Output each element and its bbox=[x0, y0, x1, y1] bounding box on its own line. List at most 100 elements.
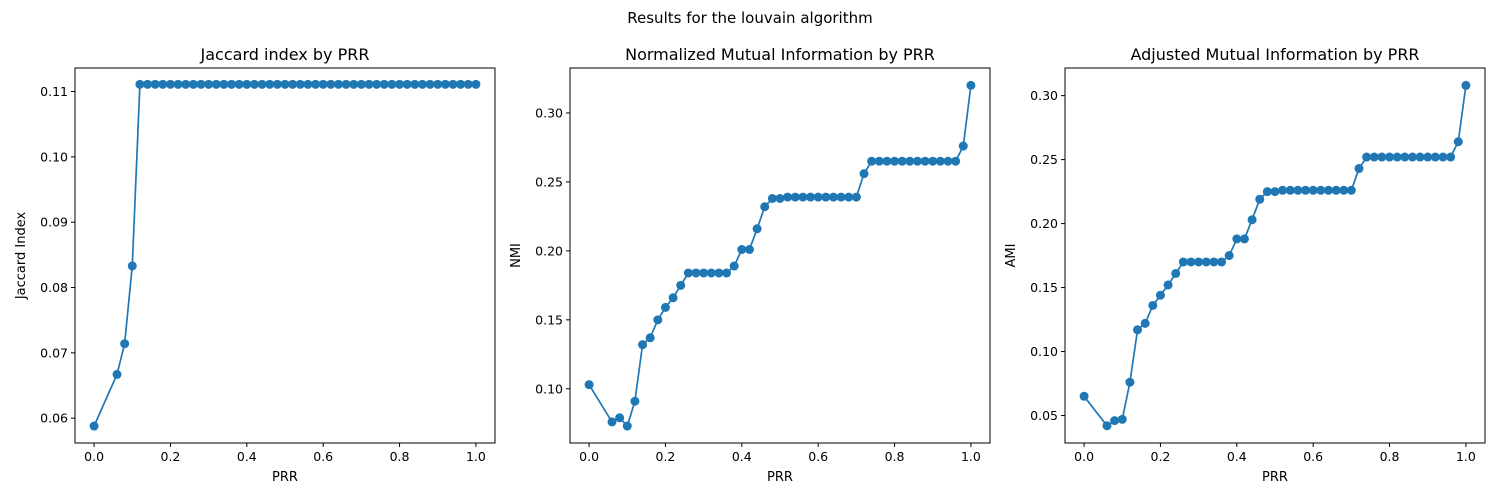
ami-x-tick-label: 1.0 bbox=[1456, 449, 1476, 464]
jaccard-data-point bbox=[127, 261, 137, 271]
nmi-data-point bbox=[699, 268, 709, 278]
nmi-y-tick-label: 0.10 bbox=[535, 381, 563, 396]
nmi-data-point bbox=[615, 413, 625, 423]
ami-data-point bbox=[1453, 137, 1463, 147]
jaccard-data-point bbox=[295, 79, 305, 89]
jaccard-data-point bbox=[196, 79, 206, 89]
jaccard-x-tick-label: 0.0 bbox=[84, 449, 104, 464]
ami-data-point bbox=[1102, 421, 1112, 431]
nmi-y-tick-label: 0.20 bbox=[535, 243, 563, 258]
jaccard-data-point bbox=[440, 79, 450, 89]
nmi-data-point bbox=[638, 340, 648, 350]
jaccard-panel: 0.0 0.2 0.4 0.6 0.8 1.0 0.06 0.07 0.08 0.09 0.10 0.… bbox=[14, 45, 496, 485]
ami-data-point bbox=[1110, 416, 1120, 426]
jaccard-x-axis-label: PRR bbox=[272, 470, 298, 485]
jaccard-data-point bbox=[280, 79, 290, 89]
ami-data-point bbox=[1163, 280, 1173, 290]
ami-data-point bbox=[1201, 257, 1211, 267]
jaccard-data-point bbox=[433, 79, 443, 89]
nmi-data-point bbox=[920, 156, 930, 166]
jaccard-data-point bbox=[471, 79, 481, 89]
ami-y-tick-label: 0.05 bbox=[1030, 408, 1058, 423]
ami-data-point bbox=[1385, 152, 1395, 162]
jaccard-y-axis-label: Jaccard Index bbox=[14, 212, 29, 301]
ami-x-tick-label: 0.8 bbox=[1380, 449, 1400, 464]
ami-data-point bbox=[1217, 257, 1227, 267]
jaccard-data-point bbox=[463, 79, 473, 89]
nmi-x-tick-label: 0.2 bbox=[656, 449, 676, 464]
jaccard-data-point bbox=[425, 79, 435, 89]
jaccard-data-point bbox=[410, 79, 420, 89]
ami-x-tick-label: 0.6 bbox=[1303, 449, 1323, 464]
ami-data-point bbox=[1140, 318, 1150, 328]
nmi-data-point bbox=[874, 156, 884, 166]
jaccard-y-tick-label: 0.07 bbox=[40, 345, 68, 360]
nmi-data-point bbox=[821, 192, 831, 202]
ami-x-tick-label: 0.2 bbox=[1151, 449, 1171, 464]
ami-data-point bbox=[1407, 152, 1417, 162]
jaccard-data-point bbox=[150, 79, 160, 89]
ami-data-point bbox=[1354, 164, 1364, 174]
nmi-series-line bbox=[588, 85, 972, 428]
jaccard-data-point bbox=[135, 79, 145, 89]
ami-data-point bbox=[1171, 268, 1181, 278]
jaccard-data-point bbox=[265, 79, 275, 89]
ami-data-point bbox=[1339, 185, 1349, 195]
ami-data-point bbox=[1270, 187, 1280, 197]
jaccard-data-point bbox=[303, 79, 313, 89]
ami-data-point bbox=[1308, 185, 1318, 195]
nmi-data-point bbox=[706, 268, 716, 278]
ami-data-point bbox=[1117, 414, 1127, 424]
ami-y-tick-label: 0.30 bbox=[1030, 88, 1058, 103]
nmi-y-axis-label: NMI bbox=[509, 243, 524, 268]
ami-data-point bbox=[1178, 257, 1188, 267]
jaccard-x-tick-label: 0.4 bbox=[237, 449, 257, 464]
nmi-x-tick-label: 0.6 bbox=[808, 449, 828, 464]
nmi-data-point bbox=[867, 156, 877, 166]
nmi-data-point bbox=[737, 245, 747, 254]
nmi-data-point bbox=[653, 315, 663, 325]
nmi-data-point bbox=[897, 156, 907, 166]
nmi-data-point bbox=[767, 193, 777, 203]
ami-data-point bbox=[1423, 152, 1433, 162]
jaccard-data-point bbox=[211, 79, 221, 89]
ami-data-point bbox=[1301, 185, 1311, 195]
ami-data-point bbox=[1461, 80, 1471, 90]
jaccard-data-point bbox=[333, 79, 343, 89]
jaccard-y-tick-label: 0.11 bbox=[40, 84, 68, 99]
nmi-y-tick-label: 0.15 bbox=[535, 312, 563, 327]
nmi-data-point bbox=[752, 224, 762, 234]
nmi-data-point bbox=[798, 192, 808, 202]
ami-y-tick-label: 0.20 bbox=[1030, 216, 1058, 231]
ami-data-point bbox=[1392, 152, 1402, 162]
nmi-data-point bbox=[691, 268, 701, 278]
ami-data-point bbox=[1438, 152, 1448, 162]
jaccard-data-point bbox=[417, 79, 427, 89]
ami-data-point bbox=[1125, 377, 1135, 387]
jaccard-series-line bbox=[93, 83, 476, 427]
nmi-data-point bbox=[935, 156, 945, 166]
nmi-data-point bbox=[813, 192, 823, 202]
nmi-data-point bbox=[966, 80, 976, 90]
ami-data-point bbox=[1262, 187, 1272, 197]
nmi-panel: 0.0 0.2 0.4 0.6 0.8 1.0 0.10 0.15 0.20 0.25 0.30 No… bbox=[509, 45, 991, 485]
ami-data-point bbox=[1232, 234, 1242, 244]
nmi-data-point bbox=[951, 156, 961, 166]
ami-data-point bbox=[1133, 325, 1143, 335]
ami-data-point bbox=[1369, 152, 1379, 162]
nmi-data-point bbox=[729, 261, 739, 271]
jaccard-data-point bbox=[188, 79, 198, 89]
nmi-data-point bbox=[760, 202, 770, 212]
nmi-data-point bbox=[744, 245, 754, 254]
nmi-data-point bbox=[912, 156, 922, 166]
jaccard-data-point bbox=[402, 79, 412, 89]
nmi-data-point bbox=[836, 192, 846, 202]
nmi-data-point bbox=[676, 280, 686, 290]
jaccard-data-point bbox=[89, 421, 99, 431]
jaccard-data-point bbox=[204, 79, 214, 89]
jaccard-data-point bbox=[349, 79, 359, 89]
jaccard-data-point bbox=[227, 79, 237, 89]
nmi-data-point bbox=[607, 417, 617, 427]
jaccard-data-point bbox=[387, 79, 397, 89]
